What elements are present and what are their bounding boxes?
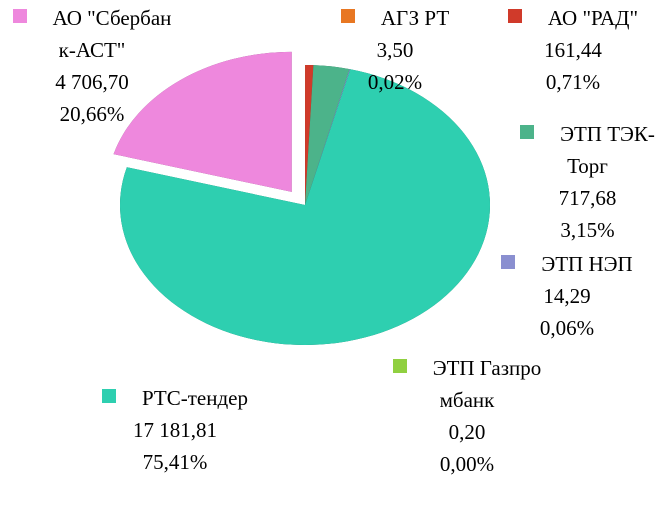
label-percent: 3,15% — [560, 218, 615, 242]
slice — [113, 51, 292, 192]
legend-marker — [520, 125, 535, 139]
data-label: АО "Сбербанк-АСТ" 4 706,70 20,66% — [12, 2, 172, 130]
label-percent: 0,02% — [367, 70, 423, 94]
label-value: 3,50 — [376, 38, 414, 62]
slice — [305, 69, 351, 205]
label-value: 17 181,81 — [133, 418, 217, 442]
label-percent: 0,00% — [439, 452, 495, 476]
legend-marker — [507, 9, 522, 23]
data-label: ЭТП НЭП 14,29 0,06% — [492, 248, 642, 344]
label-percent: 75,41% — [142, 450, 208, 474]
data-label: ЭТП Газпромбанк 0,20 0,00% — [392, 352, 542, 480]
legend-marker — [340, 9, 355, 23]
label-percent: 0,06% — [539, 316, 595, 340]
label-name: ЭТП Газпромбанк — [432, 356, 542, 412]
data-label: РТС-тендер 17 181,81 75,41% — [100, 382, 250, 478]
legend-marker — [101, 389, 116, 403]
label-value: 0,20 — [448, 420, 486, 444]
slice — [305, 65, 350, 206]
label-name: ЭТП ТЭК-Торг — [560, 122, 655, 178]
label-value: 4 706,70 — [55, 70, 129, 94]
label-name: АГЗ РТ — [380, 6, 450, 30]
data-label: АГЗ РТ 3,50 0,02% — [330, 2, 460, 98]
legend-marker — [501, 255, 516, 269]
label-name: ЭТП НЭП — [541, 252, 633, 276]
label-percent: 0,71% — [545, 70, 601, 94]
slice — [305, 69, 351, 205]
label-name: РТС-тендер — [141, 386, 248, 410]
legend-marker — [392, 359, 407, 373]
label-name: АО "Сбербанк-АСТ" — [52, 6, 172, 62]
label-name: АО "РАД" — [547, 6, 639, 30]
label-value: 717,68 — [558, 186, 617, 210]
legend-marker — [12, 9, 27, 23]
label-value: 161,44 — [544, 38, 602, 62]
slice — [305, 65, 314, 206]
data-label: ЭТП ТЭК-Торг 717,68 3,15% — [515, 118, 660, 246]
data-label: АО "РАД" 161,44 0,71% — [488, 2, 658, 98]
slice — [119, 69, 490, 346]
label-percent: 20,66% — [59, 102, 125, 126]
label-value: 14,29 — [543, 284, 591, 308]
